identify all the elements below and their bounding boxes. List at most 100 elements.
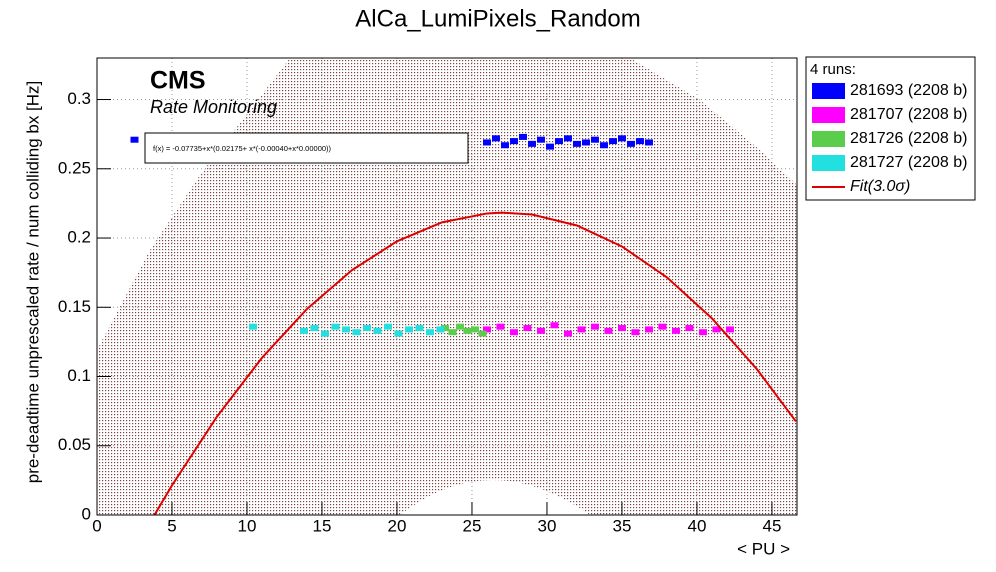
- x-tick-label: 40: [687, 516, 706, 535]
- data-point: [554, 138, 563, 145]
- data-point: [415, 325, 424, 332]
- x-tick-label: 25: [463, 516, 482, 535]
- x-tick-label: 35: [613, 516, 632, 535]
- legend-label: 281707 (2208 b): [850, 106, 967, 123]
- legend-swatch: [812, 155, 845, 171]
- data-point: [685, 325, 694, 332]
- data-point: [631, 329, 640, 336]
- data-point: [491, 135, 500, 142]
- x-tick-label: 45: [762, 516, 781, 535]
- y-tick-label: 0.05: [58, 435, 91, 454]
- data-point: [320, 330, 329, 337]
- x-tick-label: 0: [92, 516, 101, 535]
- axes: 0 5 10 15 20 25 30 35 40 45 0 0.05 0.1 0.15 0.2 0.25 0.3: [58, 89, 782, 535]
- y-tick-label: 0.3: [67, 89, 91, 108]
- data-point: [581, 139, 590, 146]
- legend-label: 281726 (2208 b): [850, 130, 967, 147]
- legend-swatch: [812, 131, 845, 147]
- data-point: [536, 327, 545, 334]
- data-point: [577, 326, 586, 333]
- band-gap: [400, 480, 590, 515]
- data-point: [463, 327, 472, 334]
- x-tick-label: 30: [538, 516, 557, 535]
- data-point: [482, 139, 491, 146]
- x-axis-label: < PU >: [737, 539, 790, 558]
- x-tick-label: 10: [238, 516, 257, 535]
- marks: [130, 133, 797, 515]
- data-point: [436, 326, 445, 333]
- plot-frame: [96, 57, 798, 516]
- x-tick-label: 20: [388, 516, 407, 535]
- data-point: [590, 136, 599, 143]
- data-point: [658, 323, 667, 330]
- fit-band: [97, 58, 797, 515]
- data-point: [299, 327, 308, 334]
- legend-label: 281727 (2208 b): [850, 154, 967, 171]
- data-point: [130, 136, 139, 143]
- y-tick-label: 0: [82, 504, 91, 523]
- data-point: [563, 135, 572, 142]
- data-point: [518, 133, 527, 140]
- y-axis-label: pre-deadtime unprescaled rate / num coll…: [23, 81, 42, 484]
- data-point: [671, 327, 680, 334]
- data-point: [590, 323, 599, 330]
- data-point: [404, 326, 413, 333]
- data-point: [500, 142, 509, 149]
- data-point: [455, 323, 464, 330]
- x-tick-label: 5: [167, 516, 176, 535]
- data-point: [383, 323, 392, 330]
- legend-label: Fit(3.0σ): [850, 178, 910, 195]
- chart-title: AlCa_LumiPixels_Random: [355, 5, 640, 32]
- data-point: [712, 326, 721, 333]
- x-tick-label: 15: [313, 516, 332, 535]
- experiment-label: CMS: [150, 67, 206, 95]
- y-tick-label: 0.25: [58, 158, 91, 177]
- data-point: [626, 140, 635, 147]
- data-point: [644, 326, 653, 333]
- fit-formula: f(x) = -0.07735+x*(0.02175+ x*(-0.00040+…: [153, 144, 332, 153]
- data-point: [362, 325, 371, 332]
- legend-title: 4 runs:: [810, 61, 856, 78]
- data-point: [496, 323, 505, 330]
- data-point: [572, 140, 581, 147]
- data-point: [536, 136, 545, 143]
- data-point: [509, 138, 518, 145]
- subtitle: Rate Monitoring: [150, 97, 277, 117]
- data-point: [604, 327, 613, 334]
- data-point: [617, 325, 626, 332]
- data-point: [440, 325, 449, 332]
- data-point: [448, 329, 457, 336]
- data-point: [470, 326, 479, 333]
- data-point: [310, 325, 319, 332]
- data-point: [725, 326, 734, 333]
- data-point: [248, 323, 257, 330]
- band-gap: [630, 58, 797, 185]
- legend-swatch: [812, 83, 845, 99]
- data-point: [617, 135, 626, 142]
- data-point: [527, 140, 536, 147]
- data-point: [523, 325, 532, 332]
- data-point: [698, 329, 707, 336]
- data-point: [509, 329, 518, 336]
- formula-box: [144, 132, 469, 164]
- y-tick-label: 0.15: [58, 297, 91, 316]
- data-point: [550, 322, 559, 329]
- data-point: [644, 139, 653, 146]
- data-point: [545, 143, 554, 150]
- legend-box: [805, 56, 976, 201]
- legend-label: 281693 (2208 b): [850, 82, 967, 99]
- data-point: [341, 326, 350, 333]
- fit-line: [153, 211, 797, 515]
- data-point: [478, 330, 487, 337]
- data-point: [394, 330, 403, 337]
- legend-swatch: [812, 107, 845, 123]
- data-point: [563, 330, 572, 337]
- legend: 281693 (2208 b) 281707 (2208 b) 281726 (22…: [812, 82, 967, 195]
- data-point: [635, 138, 644, 145]
- data-point: [331, 323, 340, 330]
- y-tick-label: 0.2: [67, 228, 91, 247]
- data-point: [482, 326, 491, 333]
- data-point: [425, 329, 434, 336]
- data-point: [599, 142, 608, 149]
